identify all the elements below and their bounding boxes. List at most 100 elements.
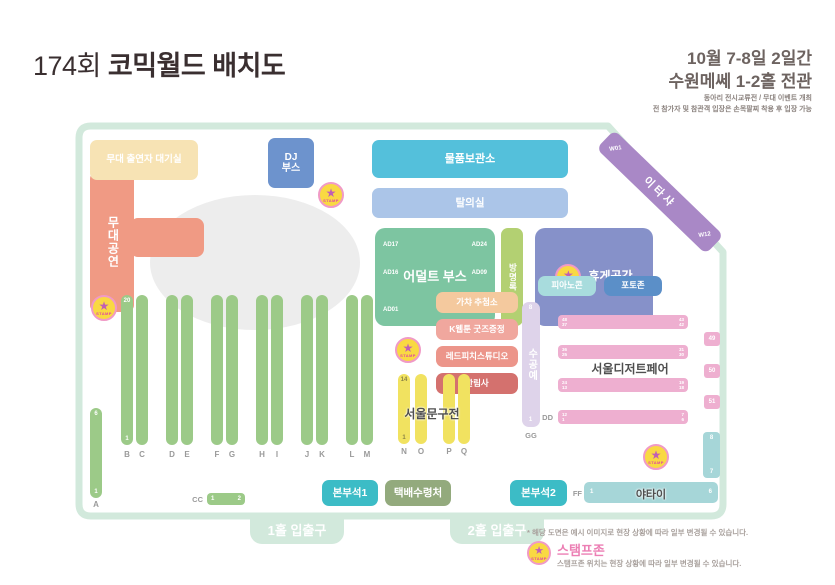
booth-row-f [211,295,223,445]
booth-row-cc: 1 2 [207,493,245,505]
stamp-zone-icon-center: ★ STAMP [395,337,421,363]
row-letter-p: P [446,447,452,456]
booth-row-b: 20 1 [121,295,133,445]
booth-row-l [346,295,358,445]
dj-booth-line2: 부스 [281,163,301,174]
title-prefix: 174회 [33,51,101,81]
hanlimsa-booth: 한림사 [436,373,518,394]
itasha-end-number: W12 [697,231,712,239]
stamp-zone-legend-title: 스탬프존 [557,543,605,558]
yatai-side-column: 8 7 [703,432,720,478]
row-letter-k: K [319,450,325,459]
event-date: 10월 7-8일 2일간 [687,49,812,68]
star-icon: ★ [325,186,337,200]
row-label-ff: FF [572,489,582,498]
booth-row-k [316,295,328,445]
event-note-2: 전 참가자 및 참관객 입장은 손목팔찌 착용 후 입장 가능 [652,105,812,113]
row-label-gg: GG [525,431,537,440]
row-letter-i: I [275,450,279,459]
row-letter-m: M [363,450,371,459]
floor-map: 무대공연 무대 출연자 대기실 DJ 부스 물품보관소 탈의실 W01 이타샤 … [75,122,727,520]
yatai-row: 1 야타이 6 [584,482,718,503]
adult-booth-corner-ad01: AD01 [383,307,399,314]
row-label-dd: DD [542,413,553,422]
row-letter-l: L [349,450,355,459]
yatai-label: 야타이 [635,489,667,501]
hq-desk-1: 본부석1 [322,480,378,506]
gacha-raffle-booth: 가챠 추첨소 [436,292,518,313]
row-letter-q: Q [460,447,468,456]
seoul-dessert-fair-label: 서울디저트페어 [591,362,669,376]
dressing-room: 탈의실 [372,188,568,218]
row-letter-n: N [401,447,407,456]
page-title: 174회 코믹월드 배치도 [33,44,286,83]
title-main: 코믹월드 배치도 [107,51,286,81]
event-info: 10월 7-8일 2일간 수원메쎄 1-2홀 전관 동아리 전시교류전 / 무대… [653,48,812,116]
piano-con-booth: 피아노콘 [538,276,596,296]
map-disclaimer: * 해당 도면은 예시 이미지로 현장 상황에 따라 일부 변경될 수 있습니다… [527,528,749,537]
dessert-bar-1: 48 37 43 42 [558,315,688,329]
booth-row-c [136,295,148,445]
dj-booth: DJ 부스 [268,138,314,188]
stamp-zone-legend-icon: ★ STAMP [527,541,551,565]
itasha-start-number: W01 [608,145,623,153]
adult-booth-corner-ad16: AD16 [383,270,399,276]
booth-row-d [166,295,178,445]
parcel-pickup: 택배수령처 [385,480,451,506]
adult-booth-label: 어덜트 부스 [403,268,467,284]
hq-desk-2: 본부석2 [510,480,567,506]
row-letter-o: O [417,447,425,456]
star-icon: ★ [402,341,414,355]
row-letter-f: F [214,450,220,459]
seoul-stationery-fair-label: 서울문구전 [404,407,460,421]
dessert-booth-51: 51 [704,395,720,409]
row-letter-b: B [124,450,130,459]
booth-row-m [361,295,373,445]
booth-row-i [271,295,283,445]
adult-booth-corner-ad24: AD24 [471,242,487,248]
k-webtoon-goods-booth: K웹툰 굿즈증정 [436,319,518,340]
booth-row-g [226,295,238,445]
red-peach-studio-booth: 레드피치스튜디오 [436,346,518,367]
dessert-bar-3: 24 13 19 18 [558,378,688,392]
booth-row-q [458,374,470,444]
hall1-entrance: 1홀 입출구 [250,514,344,544]
performer-waiting-room: 무대 출연자 대기실 [90,140,198,180]
booth-row-p [443,374,455,444]
row-letter-d: D [169,450,175,459]
baggage-storage: 물품보관소 [372,140,568,178]
handcraft-row: 8 수공예 1 [522,302,540,427]
row-letter-h: H [259,450,265,459]
stamp-zone-legend-desc: 스탬프존 위치는 현장 상황에 따라 일부 변경될 수 있습니다. [557,559,742,568]
star-icon: ★ [98,299,110,313]
booth-row-o [415,374,427,444]
dessert-bar-2: 36 25 31 30 [558,345,688,359]
adult-booth-corner-ad17: AD17 [383,242,399,248]
dessert-booth-49: 49 [704,332,720,346]
dessert-booth-50: 50 [704,364,720,378]
row-letter-g: G [228,450,236,459]
stage-runway [130,218,204,257]
star-icon: ★ [563,268,574,282]
hall2-entrance: 2홀 입출구 [450,514,544,544]
booth-row-a: 6 1 [90,408,102,498]
stamp-zone-icon-left: ★ STAMP [91,295,117,321]
booth-row-j [301,295,313,445]
star-icon: ★ [650,448,662,462]
booth-row-h [256,295,268,445]
booth-row-e [181,295,193,445]
star-icon: ★ [534,544,544,557]
handcraft-label: 수공예 [525,348,537,381]
adult-booth-corner-ad09: AD09 [471,270,487,276]
photo-zone-booth: 포토존 [604,276,662,296]
row-label-cc: CC [192,495,203,504]
row-letter-c: C [139,450,145,459]
row-letter-a: A [93,500,99,509]
row-letter-e: E [184,450,190,459]
stage-performance-area: 무대공연 [90,172,134,312]
stamp-zone-icon-stage: ★ STAMP [318,182,344,208]
event-note-1: 동아리 전시교류전 / 무대 이벤트 개최 [703,94,812,102]
dj-booth-line1: DJ [284,151,298,163]
event-venue: 수원메쎄 1-2홀 전관 [668,71,813,91]
